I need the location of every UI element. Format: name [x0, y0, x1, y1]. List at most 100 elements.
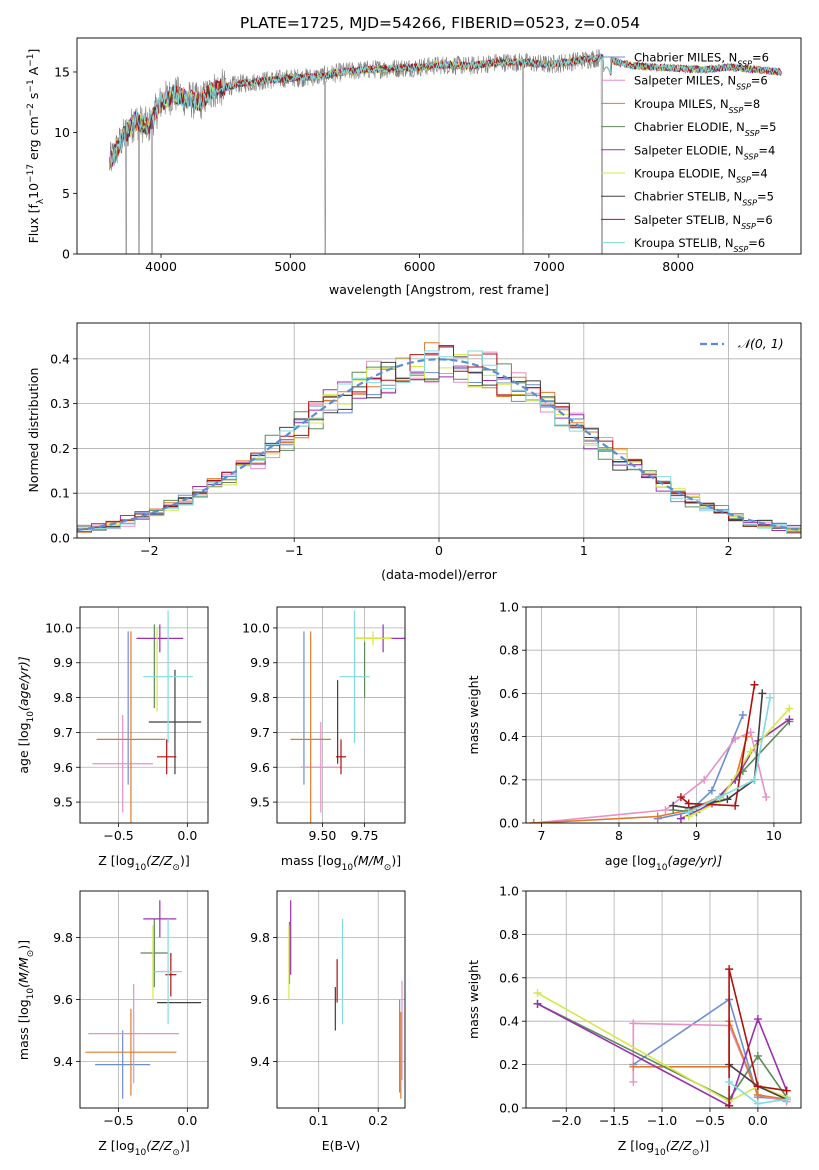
residuals-xtick-label: −2: [140, 543, 158, 558]
age_vs_Z-ytick-label: 9.5: [53, 795, 73, 810]
massweight_vs_age-xtick-label: 10: [766, 828, 782, 843]
age_vs_mass-point-7: [335, 739, 347, 775]
age_vs_mass-ytick-label: 9.7: [250, 725, 270, 740]
massweight_vs_age-marker: [785, 704, 794, 713]
age_vs_Z-ylabel: age [log10(age/yr)]: [16, 656, 36, 773]
mass_vs_Z-point-4: [143, 900, 177, 938]
massweight_vs_age-marker: [785, 715, 794, 724]
massweight_vs_Z-ytick-label: 0.4: [499, 1014, 519, 1029]
spectrum-xtick-label: 8000: [662, 259, 694, 274]
residuals-ytick-label: 0.0: [50, 531, 70, 546]
massweight_vs_age-ytick-label: 0.4: [499, 729, 519, 744]
legend-entry-0: Chabrier MILES, NSSP=6: [634, 51, 769, 69]
spectrum-frame: [76, 37, 802, 255]
age_vs_mass-point-2: [290, 631, 331, 823]
mass_vs_EBV-frame: [276, 890, 406, 1109]
mass_vs_Z-xtick-label: 0.0: [177, 1113, 197, 1128]
mass_vs_Z-ytick-label: 9.8: [53, 930, 73, 945]
residuals-xtick-label: 2: [725, 543, 733, 558]
massweight_vs_age-xtick-label: 7: [538, 828, 546, 843]
massweight_vs_age-marker: [731, 734, 740, 743]
massweight_vs_Z-marker: [629, 1019, 638, 1028]
massweight_vs_Z-marker: [782, 1095, 791, 1104]
age_vs_Z-ytick-label: 10.0: [45, 620, 73, 635]
massweight_vs_age-line-6: [673, 693, 764, 809]
massweight_vs_age-marker: [653, 812, 662, 821]
spectrum-ytick-label: 0: [62, 247, 70, 262]
massweight_vs_age-marker: [750, 680, 759, 689]
massweight_vs_Z-xtick-label: −2.0: [551, 1113, 581, 1128]
massweight_vs_Z-xtick-label: −0.5: [695, 1113, 725, 1128]
mass_vs_Z-point-1: [88, 984, 180, 1084]
massweight_vs_age-marker: [746, 747, 755, 756]
age_vs_Z-frame: [79, 606, 209, 824]
massweight_vs_age-marker: [762, 793, 771, 802]
mass_vs_Z-point-8: [154, 918, 182, 1025]
massweight_vs_age-marker: [676, 814, 685, 823]
massweight_vs_Z-marker: [753, 1051, 762, 1060]
legend-entry-6: Chabrier STELIB, NSSP=5: [634, 190, 774, 208]
figure-title: PLATE=1725, MJD=54266, FIBERID=0523, z=0…: [240, 14, 640, 32]
massweight_vs_age-ytick-label: 0.8: [499, 643, 519, 658]
legend-entry-5: Kroupa ELODIE, NSSP=4: [634, 167, 768, 185]
massweight_vs_Z-line-5: [537, 992, 787, 1103]
age_vs_mass-ytick-label: 9.5: [250, 795, 270, 810]
massweight_vs_age-marker: [707, 786, 716, 795]
massweight_vs_Z-marker: [725, 1077, 734, 1086]
massweight_vs_Z-marker: [753, 1090, 762, 1099]
age_vs_Z-point-7: [157, 739, 177, 775]
spectrum-axes: 4000 5000 6000 7000 8000 0 5 10 15 wavelength [An…: [26, 37, 802, 297]
residuals-ytick-label: 0.2: [50, 441, 70, 456]
massweight_vs_Z-xlabel: Z [log10(Z/Z⊙)]: [618, 1138, 709, 1158]
age_vs_mass-xtick-label: 9.50: [309, 828, 337, 843]
age_vs_Z-point-1: [92, 715, 153, 813]
massweight_vs_age-marker: [746, 728, 755, 737]
mass_vs_EBV-ytick-label: 9.6: [250, 992, 270, 1007]
data-spectrum: [109, 49, 604, 254]
massweight_vs_age-xtick-label: 8: [615, 828, 623, 843]
massweight_vs_Z-marker: [533, 988, 542, 997]
spectrum-xtick-label: 6000: [404, 259, 436, 274]
massweight_vs_age-marker: [661, 806, 670, 815]
legend-entry-3: Chabrier ELODIE, NSSP=5: [634, 120, 776, 138]
mass_vs_EBV-xtick-label: 0.2: [368, 1113, 388, 1128]
age_vs_Z-ytick-label: 9.6: [53, 760, 73, 775]
mass_vs_Z-ytick-label: 9.6: [53, 992, 73, 1007]
age_vs_mass-ytick-label: 9.6: [250, 760, 270, 775]
spectrum-ylabel: Flux [fλ10−17 erg cm−2 s−1 A−1]: [26, 49, 46, 244]
massweight_vs_Z-marker: [533, 999, 542, 1008]
massweight_vs_age-line-8: [688, 697, 771, 813]
massweight_vs_age-xtick-label: 9: [692, 828, 700, 843]
residuals-xtick-label: −1: [285, 543, 303, 558]
massweight_vs_Z-ytick-label: 1.0: [499, 884, 519, 899]
massweight_vs_age-marker: [529, 819, 538, 823]
residuals-ylabel: Normed distribution: [26, 368, 41, 493]
mass_vs_Z-ytick-label: 9.4: [53, 1054, 73, 1069]
residuals-ytick-label: 0.3: [50, 396, 70, 411]
massweight_vs_age-ylabel: mass weight: [466, 675, 481, 754]
massweight_vs_age-marker: [731, 801, 740, 810]
age_vs_Z-axes: −0.5 0.0 9.5 9.6 9.7 9.8 9.9 10.0 Z [log10(Z/Z⊙)…: [16, 606, 209, 873]
residuals-axes: −2 −1 0 1 2 0.0 0.1 0.2 0.3 0.4 𝒩(0, 1) (data-model…: [26, 322, 802, 582]
massweight_vs_age-line-5: [688, 707, 790, 818]
age_vs_mass-ytick-label: 10.0: [242, 620, 270, 635]
massweight_vs_Z-frame: [525, 890, 802, 1109]
massweight_vs_Z-line-4: [537, 1003, 788, 1107]
gaussian-legend-label: 𝒩(0, 1): [738, 336, 784, 351]
massweight_vs_Z-ytick-label: 0.6: [499, 970, 519, 985]
age_vs_Z-ytick-label: 9.8: [53, 690, 73, 705]
age_vs_mass-xtick-label: 9.75: [351, 828, 379, 843]
age_vs_mass-point-8: [339, 610, 370, 743]
massweight_vs_age-ytick-label: 0.6: [499, 686, 519, 701]
mass_vs_Z-xlabel: Z [log10(Z/Z⊙)]: [98, 1138, 189, 1158]
residuals-xlabel: (data-model)/error: [381, 567, 498, 582]
residuals-ytick-label: 0.4: [50, 351, 70, 366]
massweight_vs_Z-xtick-label: −1.5: [599, 1113, 629, 1128]
spectrum-legend: Chabrier MILES, NSSP=6 Salpeter MILES, NS…: [601, 51, 776, 254]
massweight_vs_age-marker: [766, 693, 775, 702]
massweight_vs_Z-ytick-label: 0.0: [499, 1101, 519, 1116]
massweight_vs_age-xlabel: age [log10(age/yr)]: [605, 853, 722, 873]
massweight_vs_age-marker: [738, 711, 747, 719]
massweight_vs_Z-marker: [725, 965, 734, 974]
massweight_vs_Z-marker: [629, 1077, 638, 1086]
